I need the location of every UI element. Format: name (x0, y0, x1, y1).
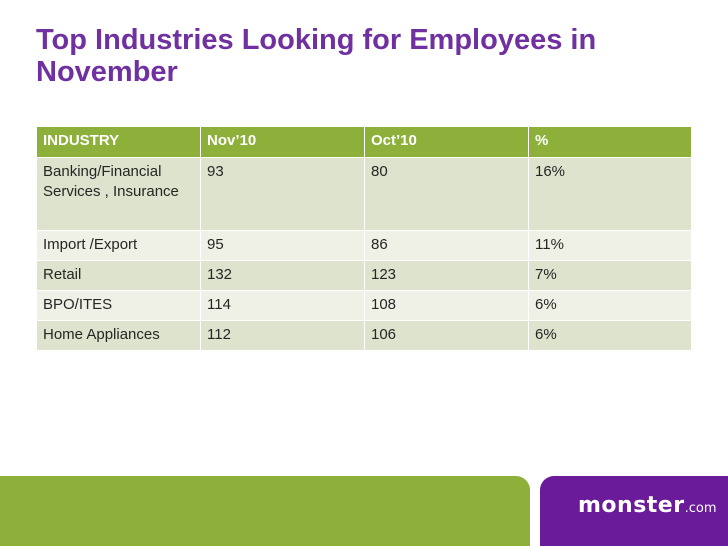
table-header-row: INDUSTRY Nov’10 Oct’10 % (36, 126, 692, 158)
cell-nov10: 112 (200, 320, 365, 351)
cell-percent: 6% (528, 290, 692, 321)
cell-nov10: 93 (200, 157, 365, 231)
cell-industry: Home Appliances (36, 320, 201, 351)
cell-nov10: 95 (200, 230, 365, 261)
cell-percent: 6% (528, 320, 692, 351)
cell-industry: Retail (36, 260, 201, 291)
footer-band (0, 476, 530, 546)
slide-title: Top Industries Looking for Employees in … (36, 24, 597, 88)
header-oct10: Oct’10 (364, 126, 529, 158)
header-percent: % (528, 126, 692, 158)
header-nov10: Nov’10 (200, 126, 365, 158)
header-industry: INDUSTRY (36, 126, 201, 158)
table-row: Import /Export 95 86 11% (36, 230, 692, 261)
cell-oct10: 86 (364, 230, 529, 261)
cell-oct10: 80 (364, 157, 529, 231)
cell-percent: 16% (528, 157, 692, 231)
table-row: BPO/ITES 114 108 6% (36, 290, 692, 321)
cell-oct10: 123 (364, 260, 529, 291)
cell-industry: Import /Export (36, 230, 201, 261)
industries-table: INDUSTRY Nov’10 Oct’10 % Banking/Financi… (36, 126, 692, 351)
cell-nov10: 114 (200, 290, 365, 321)
cell-oct10: 108 (364, 290, 529, 321)
cell-percent: 7% (528, 260, 692, 291)
monster-logo: monster.com (578, 493, 717, 518)
table-row: Banking/Financial Services , Insurance 9… (36, 157, 692, 231)
table-row: Home Appliances 112 106 6% (36, 320, 692, 351)
logo-main: monster (578, 493, 685, 518)
footer-brand-panel (540, 476, 728, 546)
logo-suffix: .com (684, 501, 717, 516)
cell-nov10: 132 (200, 260, 365, 291)
cell-oct10: 106 (364, 320, 529, 351)
cell-industry: BPO/ITES (36, 290, 201, 321)
table-row: Retail 132 123 7% (36, 260, 692, 291)
cell-industry: Banking/Financial Services , Insurance (36, 157, 201, 231)
cell-percent: 11% (528, 230, 692, 261)
